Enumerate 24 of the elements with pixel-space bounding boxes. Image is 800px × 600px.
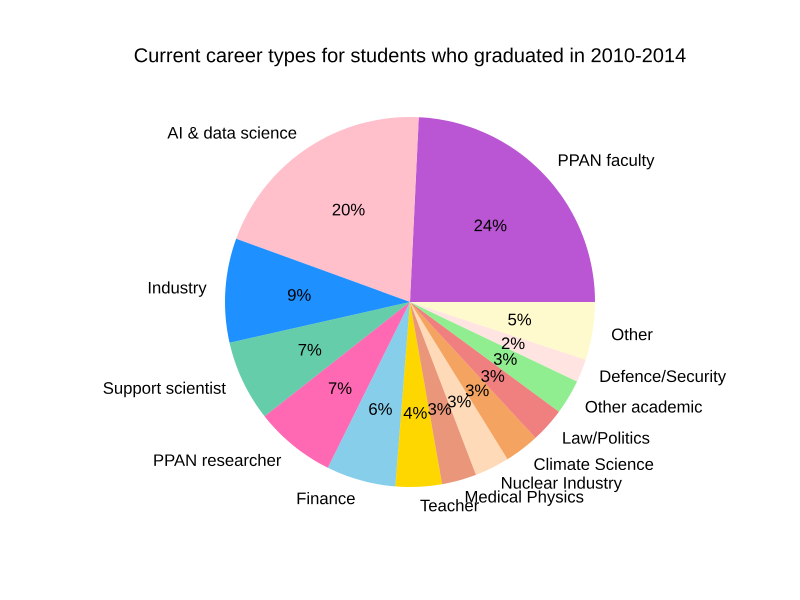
slice-label: Climate Science bbox=[534, 458, 654, 470]
slice-label: Industry bbox=[148, 281, 207, 297]
slice-label: Other academic bbox=[586, 400, 702, 413]
chart-title: Current career types for students who graduated in 2010-2014 bbox=[134, 48, 686, 66]
data-label: 2% bbox=[502, 337, 524, 350]
slice-label: Finance bbox=[298, 492, 355, 504]
data-label: 6% bbox=[369, 403, 392, 415]
slice-label: PPAN faculty bbox=[558, 154, 654, 170]
data-label: 3% bbox=[466, 384, 489, 396]
data-label: 20% bbox=[332, 204, 365, 216]
data-label: 3% bbox=[494, 353, 517, 365]
slice-label: Other bbox=[612, 328, 653, 340]
data-label: 3% bbox=[481, 370, 504, 382]
data-label: 7% bbox=[298, 344, 322, 356]
data-label: 5% bbox=[508, 314, 532, 326]
slice-label: Defence/Security bbox=[600, 370, 726, 386]
slice-label: Support scientist bbox=[104, 382, 226, 398]
data-label: 9% bbox=[288, 289, 311, 301]
data-label: 4% bbox=[404, 407, 427, 419]
slice-label: AI & data science bbox=[167, 126, 296, 139]
slice-label: Law/Politics bbox=[563, 432, 650, 444]
data-label: 7% bbox=[328, 382, 352, 394]
slice-label: PPAN researcher bbox=[154, 454, 282, 466]
data-label: 24% bbox=[474, 220, 506, 232]
